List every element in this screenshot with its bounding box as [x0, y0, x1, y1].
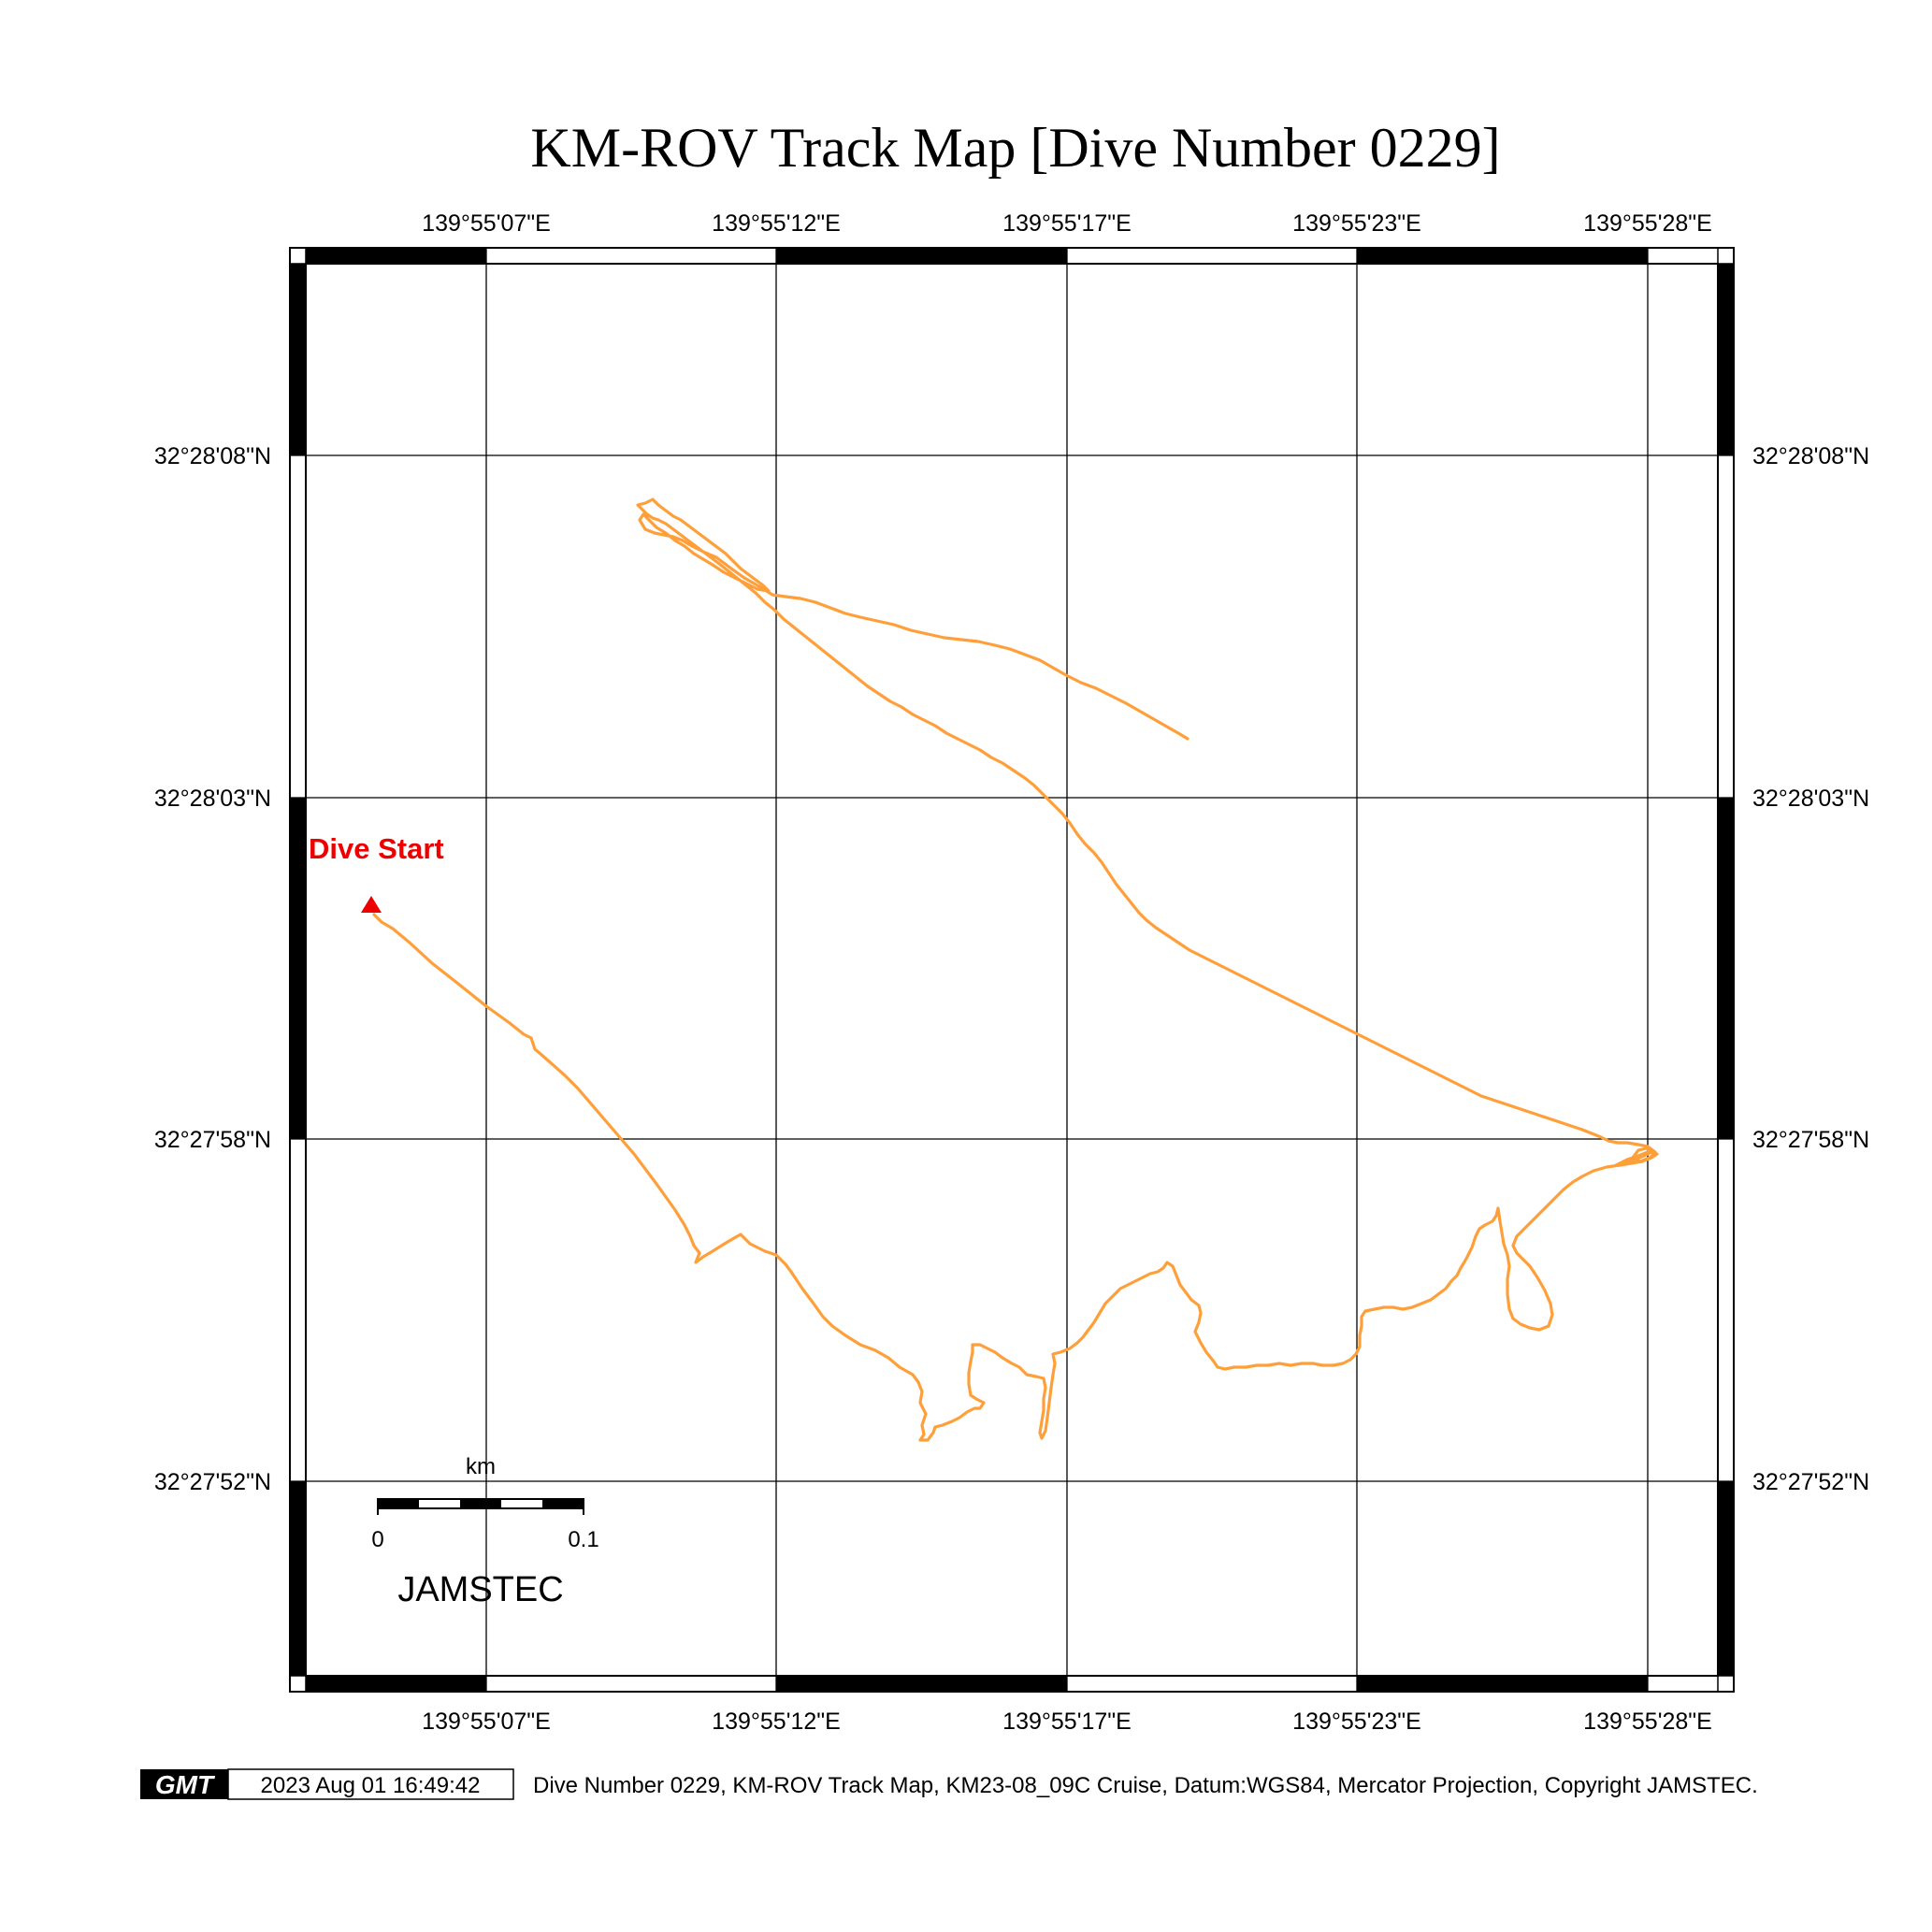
- left-axis-labels: 32°28'08"N 32°28'03"N 32°27'58"N 32°27'5…: [154, 443, 271, 1495]
- longitude-label: 139°55'28"E: [1583, 1709, 1712, 1735]
- longitude-label: 139°55'23"E: [1292, 1709, 1421, 1735]
- right-axis-labels: 32°28'08"N 32°28'03"N 32°27'58"N 32°27'5…: [1752, 443, 1869, 1495]
- rov-track-line: [372, 497, 1659, 1442]
- latitude-label: 32°28'03"N: [1752, 786, 1869, 812]
- organization-label: JAMSTEC: [397, 1570, 563, 1609]
- latitude-label: 32°27'52"N: [1752, 1469, 1869, 1495]
- top-axis-labels: 139°55'07"E 139°55'12"E 139°55'17"E 139°…: [422, 210, 1712, 237]
- frame-border-left: [291, 264, 306, 1676]
- footer: GMT 2023 Aug 01 16:49:42 Dive Number 022…: [140, 1768, 1758, 1800]
- frame-border-bottom: [306, 1676, 1648, 1691]
- map-frame-inner: [305, 263, 1719, 1677]
- gmt-logo: GMT: [155, 1770, 216, 1799]
- longitude-label: 139°55'12"E: [712, 210, 841, 237]
- scale-bar-segment: [460, 1499, 501, 1508]
- timestamp: 2023 Aug 01 16:49:42: [261, 1773, 481, 1798]
- gmt-logo-box: [140, 1769, 228, 1799]
- longitude-label: 139°55'17"E: [1002, 210, 1132, 237]
- frame-corner-ticks: [290, 248, 1734, 1692]
- longitude-label: 139°55'17"E: [1002, 1709, 1132, 1735]
- longitude-label: 139°55'28"E: [1583, 210, 1712, 237]
- scale-bar-segment: [542, 1499, 584, 1508]
- map-frame-outer: [289, 247, 1735, 1693]
- longitude-label: 139°55'07"E: [422, 210, 551, 237]
- longitude-label: 139°55'07"E: [422, 1709, 551, 1735]
- latitude-label: 32°28'08"N: [154, 443, 271, 469]
- latitude-label: 32°27'58"N: [1752, 1127, 1869, 1153]
- latitude-label: 32°27'58"N: [154, 1127, 271, 1153]
- latitude-label: 32°28'08"N: [1752, 443, 1869, 469]
- scale-bar-segment: [378, 1499, 419, 1508]
- frame-border-top: [306, 249, 1648, 264]
- bottom-axis-labels: 139°55'07"E 139°55'12"E 139°55'17"E 139°…: [422, 1709, 1712, 1735]
- scale-bar-unit: km: [466, 1454, 496, 1479]
- timestamp-box: [227, 1768, 514, 1800]
- longitude-label: 139°55'23"E: [1292, 210, 1421, 237]
- scale-bar-tick-label: 0.1: [568, 1527, 598, 1552]
- dive-start-label: Dive Start: [309, 832, 444, 865]
- graticule: [290, 248, 1734, 1692]
- latitude-label: 32°28'03"N: [154, 786, 271, 812]
- scale-bar: km 0 0.1: [371, 1454, 598, 1552]
- dive-start-marker: [361, 896, 382, 913]
- latitude-label: 32°27'52"N: [154, 1469, 271, 1495]
- map-caption: Dive Number 0229, KM-ROV Track Map, KM23…: [533, 1773, 1758, 1798]
- map-title: KM-ROV Track Map [Dive Number 0229]: [530, 117, 1500, 179]
- scale-bar-tick-label: 0: [371, 1527, 383, 1552]
- frame-border-right: [1718, 264, 1733, 1676]
- longitude-label: 139°55'12"E: [712, 1709, 841, 1735]
